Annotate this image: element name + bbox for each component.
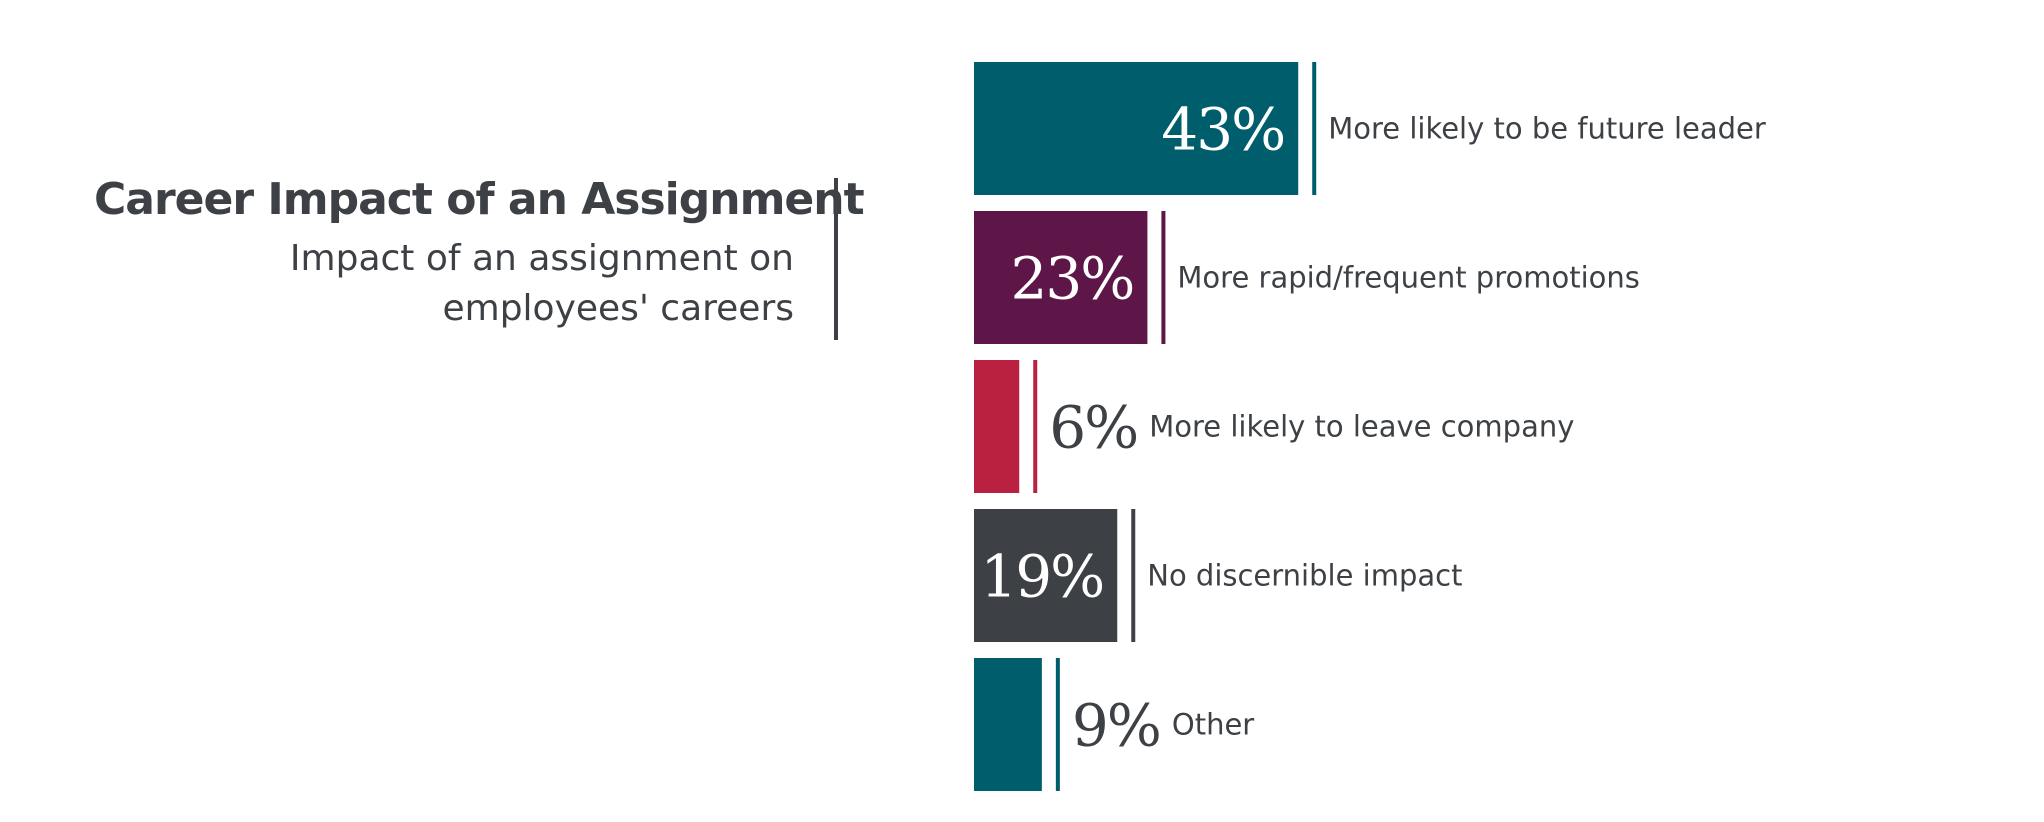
bar-marker-line-5	[1055, 658, 1060, 791]
bar-5	[974, 658, 1042, 791]
bar-row-5: 9% Other	[974, 658, 1254, 791]
chart-title: Career Impact of an Assignment	[94, 174, 865, 225]
value-label-2: 23%	[1010, 245, 1133, 313]
bar-marker-line-2	[1161, 211, 1166, 344]
bar-marker-line-1	[1312, 62, 1317, 195]
bar-row-3: 6% More likely to leave company	[974, 360, 1574, 493]
chart-subtitle-line-1: Impact of an assignment on	[289, 238, 794, 279]
category-label-2: More rapid/frequent promotions	[1177, 261, 1639, 295]
chart-subtitle-line-2: employees' careers	[442, 288, 794, 329]
value-label-4: 19%	[980, 543, 1103, 611]
bar-row-4: 19% No discernible impact	[974, 509, 1462, 642]
bar-2	[974, 211, 1148, 344]
bar-row-2: 23% More rapid/frequent promotions	[974, 211, 1640, 344]
value-label-1: 43%	[1161, 96, 1284, 164]
bar-row-1: 43% More likely to be future leader	[974, 62, 1766, 195]
bar-marker-line-3	[1033, 360, 1038, 493]
category-label-4: No discernible impact	[1147, 559, 1462, 593]
category-label-3: More likely to leave company	[1149, 410, 1574, 444]
chart-heading: Career Impact of an Assignment Impact of…	[94, 172, 865, 334]
bar-4	[974, 509, 1118, 642]
category-label-5: Other	[1172, 708, 1254, 742]
value-label-3: 6%	[1049, 394, 1137, 462]
chart-subtitle: Impact of an assignment on employees' ca…	[94, 234, 794, 334]
heading-divider	[834, 178, 838, 340]
bar-marker-line-4	[1131, 509, 1136, 642]
value-label-5: 9%	[1072, 692, 1160, 760]
bar-3	[974, 360, 1020, 493]
bar-1	[974, 62, 1299, 195]
category-label-1: More likely to be future leader	[1328, 112, 1766, 146]
